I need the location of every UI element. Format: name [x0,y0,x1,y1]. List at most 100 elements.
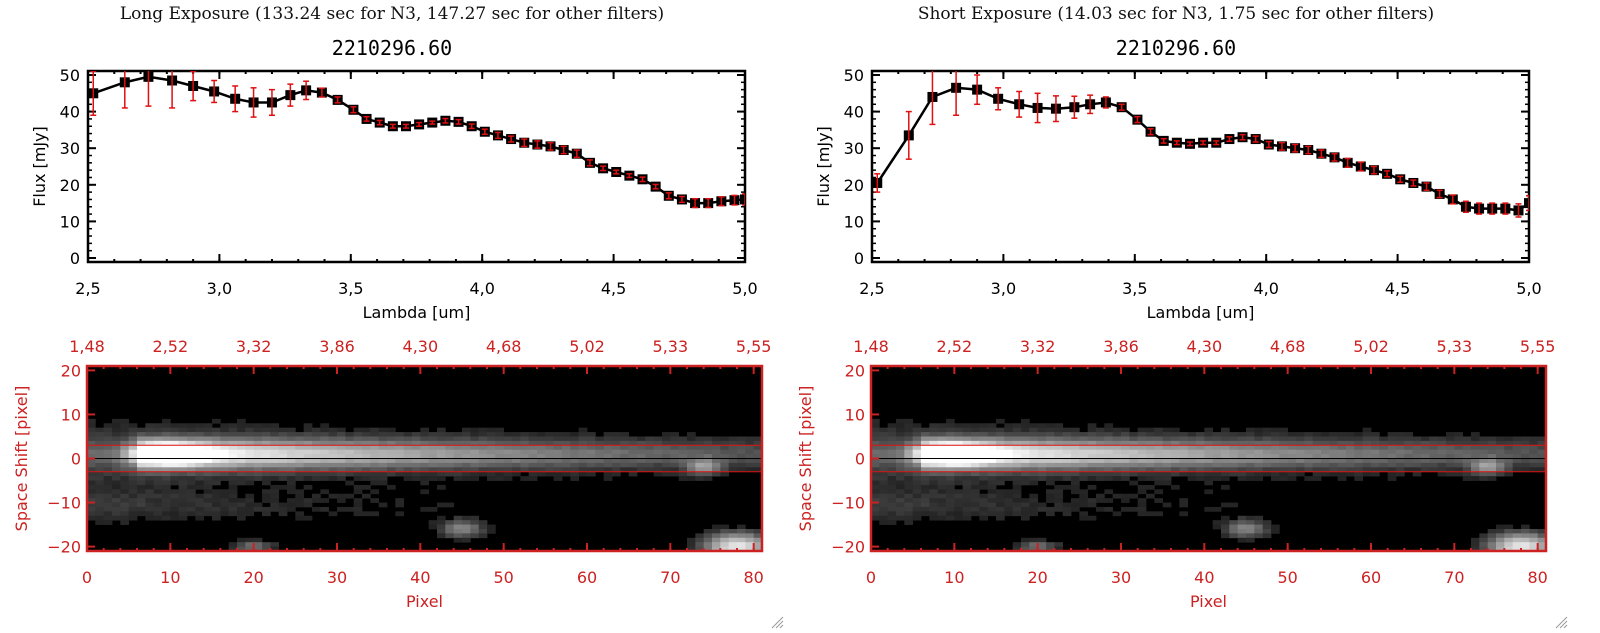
image-cell [495,432,505,437]
image-cell [1462,467,1472,473]
image-cell [245,511,255,517]
image-cell [1121,436,1130,442]
image-cell [270,423,280,429]
image-cell [220,506,230,512]
image-cell [1321,432,1330,437]
image-cell [1029,506,1039,512]
image-cell [145,462,155,468]
image-cell [1512,546,1522,552]
image-cell [245,432,255,437]
image-cell [753,528,763,534]
image-cell [1487,537,1497,543]
image-cell [1012,427,1022,433]
image-cell [153,432,163,437]
image-cell [570,432,580,437]
error-bar [145,71,152,107]
image-cell [478,427,488,433]
image-cell [896,471,905,477]
image-cell [1004,498,1014,503]
image-cell [1246,533,1255,539]
image-cell [1012,506,1022,512]
image-cell [687,454,696,459]
image-cell [295,436,305,442]
image-cell [1129,480,1139,486]
image-cell [1212,467,1222,473]
image-cell [1371,445,1380,451]
error-bar [678,195,685,204]
image-cell [170,458,180,464]
image-cell [87,484,96,490]
image-cell [1412,445,1422,451]
resize-grip-icon[interactable] [1554,614,1568,629]
image-cell [1021,418,1030,424]
image-cell [737,546,746,552]
image-cell [1279,436,1289,442]
image-cell [562,445,571,451]
image-cell [912,454,922,459]
image-cell [1104,458,1114,464]
image-cell [1237,432,1247,437]
image-cell [678,436,688,442]
image-cell [653,467,663,473]
image-cell [1529,546,1539,552]
image-cell [720,445,730,451]
image-cell [1246,458,1255,464]
resize-grip-icon[interactable] [770,614,784,629]
image-cell [162,515,171,521]
image-cell [128,462,138,468]
image-cell [1104,449,1114,455]
image-cell [528,436,538,442]
image-cell [1046,458,1055,464]
image-cell [312,449,321,455]
image-cell [695,436,705,442]
image-cell [987,506,997,512]
image-cell [320,449,330,455]
image-cell [996,476,1005,481]
image-cell [95,484,105,490]
image-cell [1504,546,1514,552]
image-cell [695,449,705,455]
image-cell [996,427,1005,433]
image-cell [103,423,113,429]
image-cell [703,546,713,552]
image-cell [904,515,914,521]
image-cell [1079,467,1089,473]
image-cell [370,476,380,481]
image-cell [1112,427,1122,433]
image-cell [1171,467,1180,473]
image-cell [195,449,205,455]
image-cell [153,502,163,508]
image-cell [1337,436,1347,442]
image-cell [87,445,96,451]
image-cell [162,476,171,481]
image-cell [1121,432,1130,437]
image-cell [378,427,388,433]
image-cell [937,489,947,495]
image-cell [612,449,621,455]
image-cell [270,449,280,455]
image-cell [1237,520,1247,525]
image-cell [879,515,889,521]
image-cell [1471,432,1480,437]
image-cell [921,462,930,468]
image-cell [1271,467,1280,473]
image-cell [904,462,914,468]
image-cell [87,418,96,424]
image-cell [1246,524,1255,530]
image-cell [954,515,964,521]
image-cell [270,445,280,451]
error-bar [121,71,128,109]
image-cell [887,515,897,521]
image-cell [1237,440,1247,446]
image-cell [220,458,230,464]
image-cell [253,440,263,446]
image-cell [1379,440,1389,446]
image-cell [1454,440,1464,446]
image-cell [278,502,288,508]
image-cell [570,462,580,468]
image-cell [1037,542,1047,547]
image-cell [487,467,496,473]
image-cell [487,449,496,455]
image-cell [753,462,763,468]
image-cell [1237,458,1247,464]
